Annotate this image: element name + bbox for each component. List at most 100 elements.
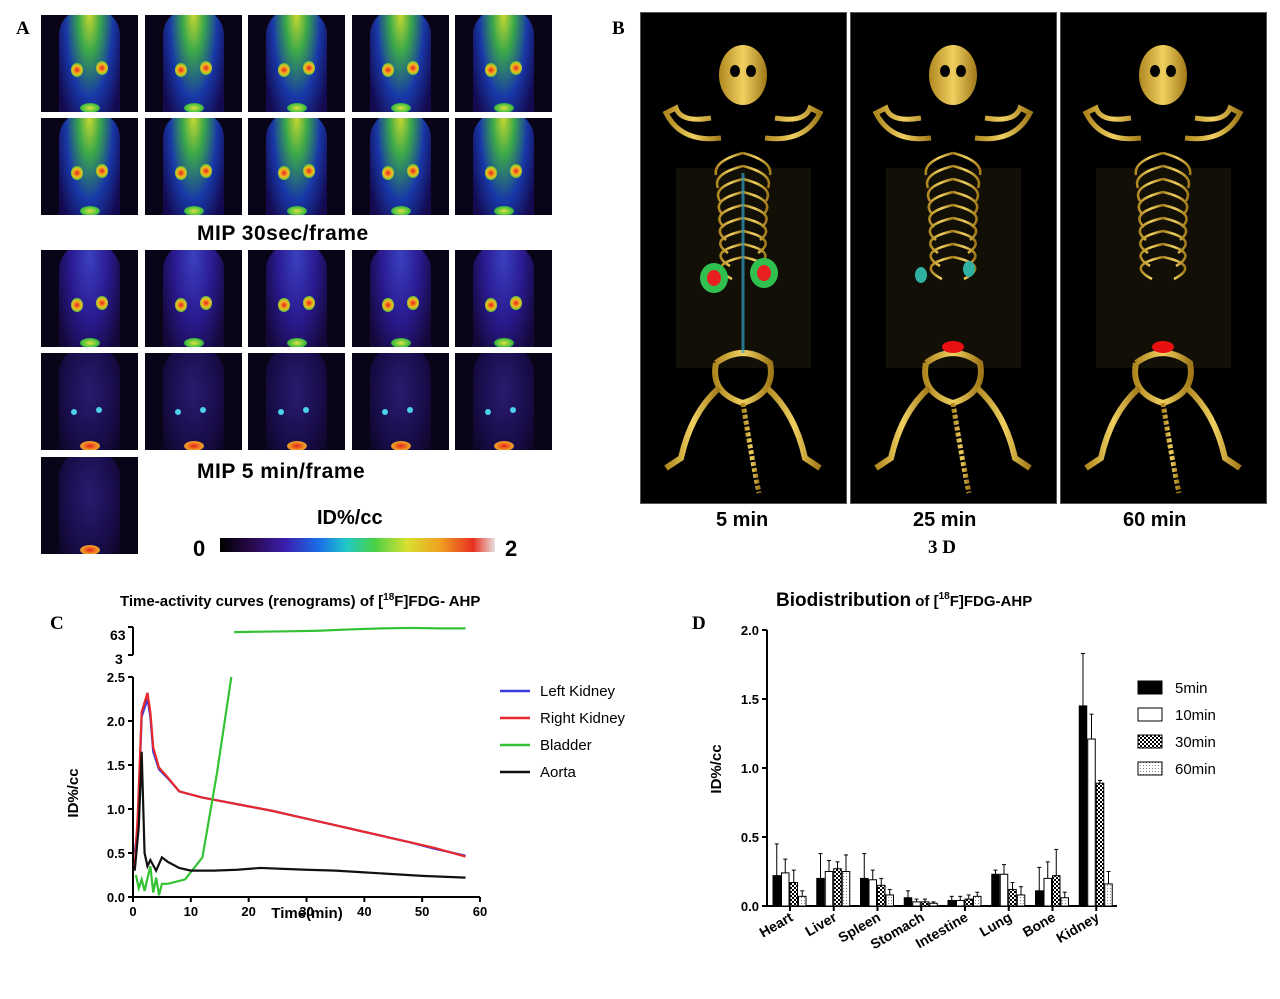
legend-label: 5min bbox=[1175, 680, 1208, 697]
panel-d-letter: D bbox=[692, 613, 706, 634]
pet-frame bbox=[248, 353, 345, 450]
kidney-hotspot bbox=[71, 298, 83, 312]
kidney-hotspot bbox=[510, 61, 522, 75]
time-label-25min: 25 min bbox=[913, 509, 977, 531]
kidney-hotspot bbox=[510, 407, 516, 413]
bladder-hotspot bbox=[184, 338, 204, 347]
x-tick-label: 50 bbox=[415, 904, 429, 919]
bar-30min bbox=[964, 898, 973, 907]
bladder-hotspot bbox=[80, 338, 100, 347]
y-tick-label: 2.0 bbox=[107, 714, 125, 729]
pet-frame bbox=[352, 250, 449, 347]
bladder-hotspot bbox=[184, 206, 204, 215]
bar-5min bbox=[1078, 705, 1088, 907]
bar-30min bbox=[877, 884, 886, 907]
colorbar bbox=[220, 538, 495, 552]
pet-frame bbox=[455, 250, 552, 347]
chart-d-bars bbox=[772, 652, 1113, 907]
kidney-hotspot bbox=[200, 296, 212, 310]
pet-frame bbox=[352, 353, 449, 450]
pet-frame bbox=[248, 118, 345, 215]
break-label-63: 63 bbox=[110, 627, 126, 643]
bar-5min bbox=[860, 877, 869, 907]
chart-c-axes: 0.0 0.5 1.0 1.5 2.0 2.5 0 10 20 30 40 50 60 bbox=[107, 626, 487, 919]
time-label-60min: 60 min bbox=[1123, 509, 1187, 531]
bladder-hotspot bbox=[184, 103, 204, 112]
pet-frame bbox=[145, 118, 242, 215]
kidney-hotspot bbox=[175, 166, 187, 180]
legend-label: 60min bbox=[1175, 761, 1216, 778]
y-tick-label: 0.0 bbox=[107, 890, 125, 905]
legend-label: Right Kidney bbox=[540, 710, 626, 727]
legend-label: 10min bbox=[1175, 707, 1216, 724]
kidney-hotspot bbox=[407, 407, 413, 413]
x-tick-label: 30 bbox=[299, 904, 313, 919]
category-label: Heart bbox=[756, 909, 795, 941]
bar-30min bbox=[1008, 888, 1017, 907]
kidney-hotspot bbox=[200, 164, 212, 178]
y-tick-label: 0.0 bbox=[741, 899, 759, 914]
chart-d-ylabel: ID%/cc bbox=[708, 744, 725, 793]
panel-c-letter: C bbox=[50, 613, 64, 634]
kidney-hotspot bbox=[510, 164, 522, 178]
category-label: Liver bbox=[802, 908, 839, 939]
kidney-hotspot bbox=[71, 409, 77, 415]
pet-frame bbox=[248, 250, 345, 347]
series-line-bladder bbox=[134, 676, 233, 896]
series-line-right-kidney bbox=[133, 692, 466, 867]
y-tick-label: 2.0 bbox=[741, 623, 759, 638]
pet-frame bbox=[41, 353, 138, 450]
kidney-hotspot bbox=[278, 63, 290, 77]
kidney-hotspot bbox=[485, 166, 497, 180]
bar-60min bbox=[1104, 883, 1113, 907]
panel-b-letter: B bbox=[612, 18, 625, 39]
bar-60min bbox=[841, 871, 851, 907]
y-tick-label: 1.0 bbox=[107, 802, 125, 817]
bar-5min bbox=[1035, 890, 1044, 907]
skeleton-reconstruction bbox=[850, 12, 1057, 504]
kidney-hotspot bbox=[175, 298, 187, 312]
pet-frame bbox=[41, 250, 138, 347]
kidney-hotspot bbox=[407, 296, 419, 310]
time-label-5min: 5 min bbox=[716, 509, 769, 531]
bar-10min bbox=[781, 872, 790, 907]
mip-5min-label: MIP 5 min/frame bbox=[197, 460, 366, 483]
bar-5min bbox=[772, 875, 781, 907]
kidney-hotspot bbox=[200, 61, 212, 75]
kidney-hotspot bbox=[175, 409, 181, 415]
kidney-hotspot bbox=[407, 164, 419, 178]
kidney-hotspot bbox=[485, 63, 497, 77]
x-tick-label: 20 bbox=[241, 904, 255, 919]
bladder-hotspot bbox=[391, 103, 411, 112]
chart-d-title: Biodistribution of [18F]FDG-AHP bbox=[776, 590, 1032, 611]
legend-label: Aorta bbox=[540, 764, 577, 781]
colorbar-title: ID%/cc bbox=[317, 507, 383, 529]
kidney-hotspot bbox=[382, 409, 388, 415]
bladder-hotspot bbox=[287, 206, 307, 215]
pet-frame bbox=[41, 118, 138, 215]
kidney-hotspot bbox=[303, 296, 315, 310]
bar-60min bbox=[798, 895, 807, 907]
skeleton-reconstruction bbox=[1060, 12, 1267, 504]
pet-frame bbox=[41, 15, 138, 112]
bar-30min bbox=[1052, 875, 1061, 907]
pet-frame bbox=[145, 353, 242, 450]
y-tick-label: 2.5 bbox=[107, 670, 125, 685]
bar-5min bbox=[947, 899, 956, 907]
pet-frame bbox=[455, 353, 552, 450]
kidney-hotspot bbox=[96, 61, 108, 75]
chart-c-xlabel: Time(min) bbox=[271, 905, 342, 922]
x-tick-label: 0 bbox=[129, 904, 136, 919]
break-label-3: 3 bbox=[115, 651, 123, 667]
kidney-hotspot bbox=[200, 407, 206, 413]
kidney-hotspot bbox=[71, 63, 83, 77]
kidney-hotspot bbox=[303, 407, 309, 413]
bladder-hotspot bbox=[494, 103, 514, 112]
y-tick-label: 0.5 bbox=[741, 830, 759, 845]
x-tick-label: 10 bbox=[184, 904, 198, 919]
bar-5min bbox=[816, 877, 825, 907]
pet-frame bbox=[145, 250, 242, 347]
bar-30min bbox=[1095, 782, 1105, 907]
bar-10min bbox=[912, 901, 921, 907]
legend-label: Bladder bbox=[540, 737, 592, 754]
